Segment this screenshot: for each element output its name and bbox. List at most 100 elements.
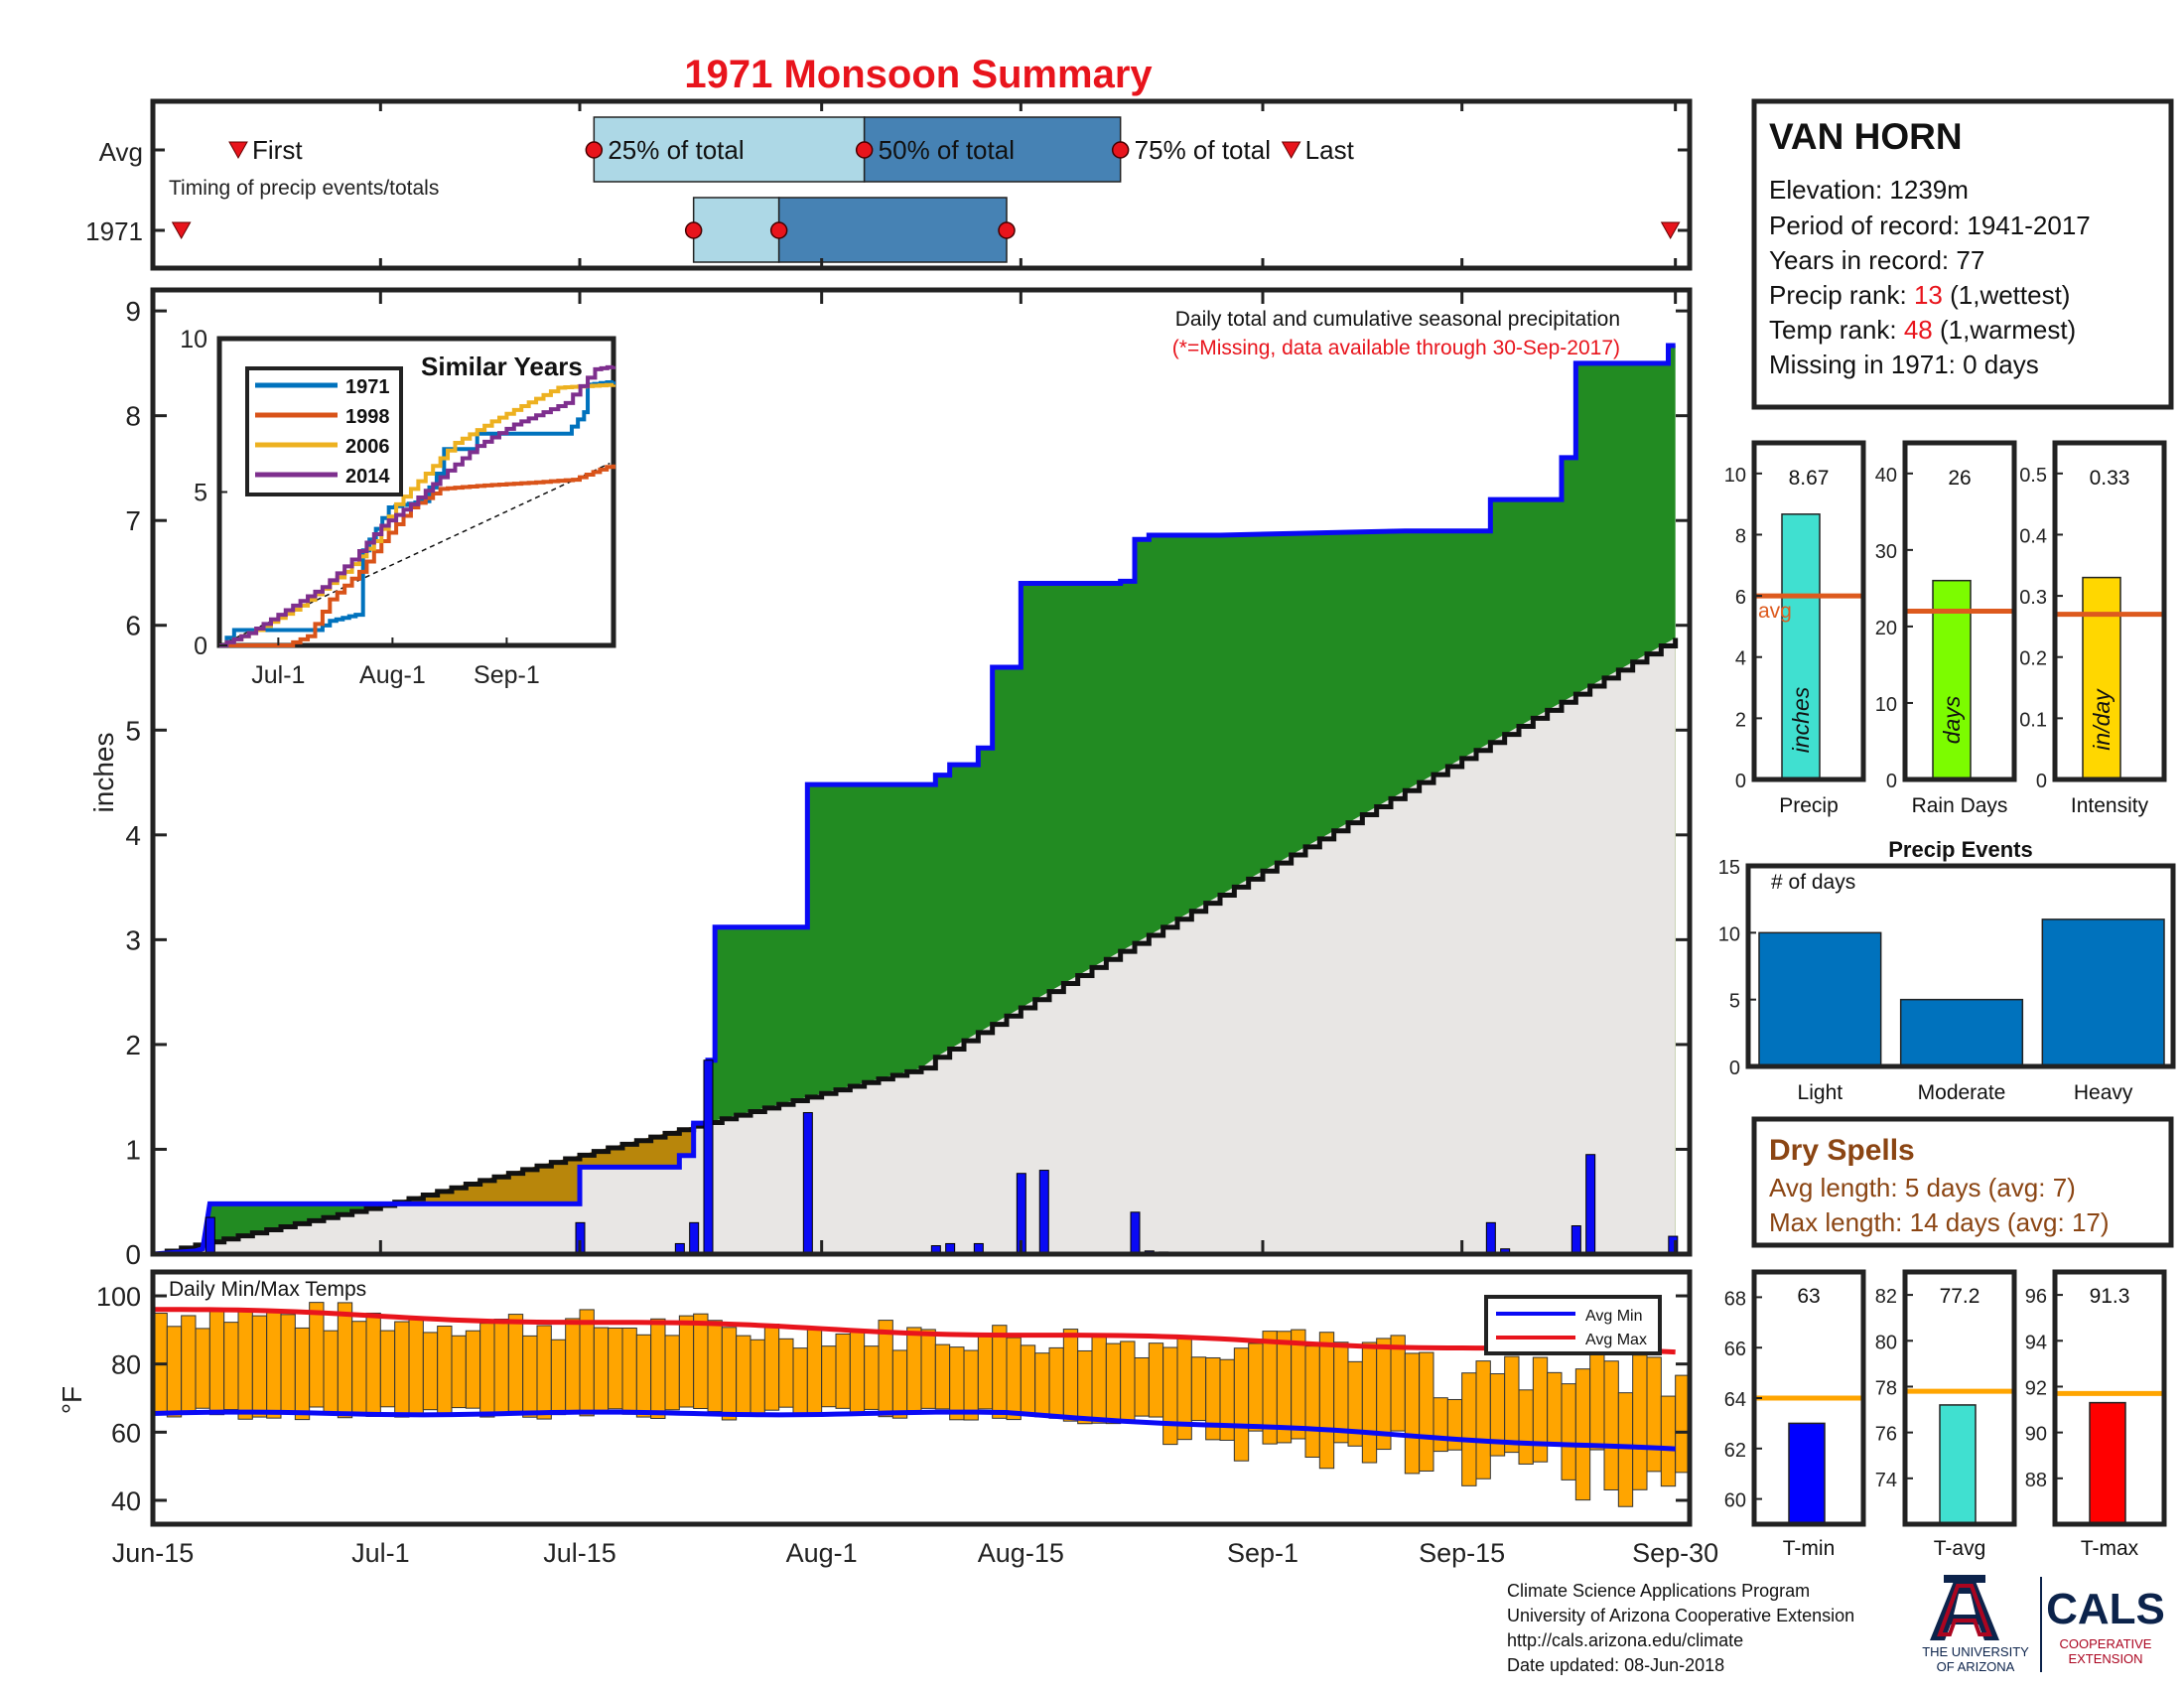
timing-subtitle: Timing of precip events/totals — [169, 177, 439, 200]
avg-box-50-75 — [863, 116, 1122, 183]
panel-ytick-label: 40 — [1875, 465, 1897, 487]
1971-75-marker — [998, 221, 1016, 239]
panel-ytick-label: 20 — [1875, 618, 1897, 639]
legend-avg-min: Avg Min — [1585, 1308, 1643, 1325]
daily-precip-bar — [802, 1112, 813, 1255]
panel-ytick-label: 6 — [1735, 587, 1746, 609]
ua-a-inner — [1937, 1584, 1992, 1636]
inset-title: Similar Years — [421, 352, 583, 381]
temp-panel-ytick-label: 94 — [2025, 1332, 2047, 1353]
daily-temp-bar — [451, 1335, 467, 1409]
temp-panel-ytick-label: 74 — [1875, 1470, 1897, 1491]
dry-max-length: Max length: 14 days (avg: 17) — [1769, 1207, 2110, 1237]
events-ytick-label: 15 — [1718, 857, 1740, 879]
avg-last-label: Last — [1305, 135, 1355, 165]
daily-temp-bar — [963, 1349, 979, 1421]
x-tick-label: Aug-1 — [786, 1538, 858, 1568]
daily-precip-bar — [1570, 1225, 1581, 1255]
dry-frame — [1751, 1116, 2174, 1248]
temp-rank-label: Temp rank: — [1769, 315, 1904, 345]
daily-temp-bar — [1162, 1346, 1178, 1446]
daily-temp-bar — [864, 1345, 880, 1410]
inset-xtick-label: Sep-1 — [474, 661, 540, 689]
daily-temp-bar — [835, 1333, 851, 1409]
daily-temp-bar — [1475, 1360, 1491, 1480]
timing-panel: Avg 1971 Timing of precip events/totals … — [85, 98, 1693, 271]
x-tick-label: Sep-30 — [1632, 1538, 1718, 1568]
panel-unit-Intensity: in/day — [2089, 688, 2115, 751]
temp-ytick-label: 100 — [96, 1282, 141, 1312]
daily-temp-bar — [1504, 1355, 1520, 1454]
daily-temp-bar — [1547, 1371, 1563, 1445]
daily-temp-bar — [1190, 1356, 1207, 1422]
x-tick-label: Aug-15 — [978, 1538, 1064, 1568]
panel-value-Precip: 8.67 — [1789, 467, 1830, 490]
temp-panel-frame-T-avg — [1902, 1269, 2017, 1527]
daily-precip-bar — [1130, 1211, 1141, 1255]
main-note-2: (*=Missing, data available through 30-Se… — [1172, 337, 1620, 359]
daily-temp-bar — [1105, 1342, 1122, 1425]
avg-last-marker — [1281, 141, 1301, 160]
station-period: Period of record: 1941-2017 — [1769, 211, 2091, 240]
main-ytick-label: 1 — [125, 1134, 141, 1165]
station-name: VAN HORN — [1769, 116, 1963, 157]
daily-temp-bar — [1646, 1356, 1662, 1473]
daily-temp-bar — [891, 1349, 908, 1419]
temp-panel-bar-T-max — [2089, 1401, 2126, 1525]
inset-legend-label-1971: 1971 — [345, 376, 390, 398]
events-ytick-label: 0 — [1729, 1058, 1740, 1079]
panel-ytick-label: 0.5 — [2019, 465, 2047, 487]
panel-ytick-label: 10 — [1875, 694, 1897, 716]
temp-panel-ytick-label: 80 — [1875, 1332, 1897, 1353]
panel-ytick-label: 0.1 — [2019, 709, 2047, 731]
inset-series-2014 — [219, 364, 615, 647]
daily-temp-bar — [621, 1327, 637, 1415]
temp-legend-box — [1484, 1295, 1662, 1355]
daily-temp-bar — [1603, 1360, 1619, 1490]
daily-temp-bar — [736, 1335, 751, 1416]
daily-precip-bar — [1038, 1170, 1049, 1255]
daily-temp-bar — [550, 1339, 567, 1416]
temp-panel-ytick-label: 96 — [2025, 1286, 2047, 1308]
inset-legend-label-1998: 1998 — [345, 406, 390, 428]
events-xlabel-Heavy: Heavy — [2074, 1081, 2133, 1104]
daily-temp-bar — [422, 1332, 439, 1411]
daily-temp-bar — [635, 1334, 652, 1418]
panel-ytick-label: 0 — [1735, 771, 1746, 792]
temp-panel-ytick-label: 82 — [1875, 1286, 1897, 1308]
daily-temp-bar — [721, 1327, 738, 1421]
dry-avg-length: Avg length: 5 days (avg: 7) — [1769, 1173, 2076, 1202]
daily-temp-bar — [1361, 1341, 1378, 1464]
timing-row-label-avg: Avg — [99, 137, 143, 167]
daily-temp-bar — [750, 1339, 765, 1416]
cals-logo-line-1: COOPERATIVE — [2060, 1636, 2152, 1651]
panel-unit-Rain Days: days — [1939, 695, 1965, 744]
daily-temp-bar — [707, 1320, 723, 1413]
daily-temp-bar — [806, 1328, 823, 1415]
avg-50-label: 50% of total — [879, 135, 1015, 165]
university-of-arizona-logo: THE UNIVERSITY OF ARIZONA CALS COOPERATI… — [1922, 1575, 2165, 1674]
daily-precip-bar — [1485, 1221, 1496, 1255]
temp-panel-value-T-max: 91.3 — [2090, 1285, 2130, 1308]
daily-temp-bar — [1333, 1341, 1349, 1444]
inset-legend-label-2014: 2014 — [345, 466, 390, 488]
daily-temp-bar — [1632, 1354, 1648, 1490]
daily-temp-bar — [1404, 1352, 1421, 1475]
ua-logo-line-1: THE UNIVERSITY — [1922, 1644, 2029, 1659]
daily-temp-bar — [522, 1335, 538, 1418]
dry-spells-box: Dry Spells Avg length: 5 days (avg: 7) M… — [1751, 1116, 2174, 1248]
inset-ytick-label: 0 — [194, 633, 207, 660]
daily-temp-bar — [821, 1345, 837, 1408]
average-cumulative-line — [153, 637, 1679, 1257]
footer-line-2: University of Arizona Cooperative Extens… — [1507, 1606, 1854, 1625]
daily-temp-bar — [650, 1318, 666, 1420]
daily-temp-bar — [778, 1338, 794, 1408]
temp-rank-value: 48 — [1904, 315, 1933, 345]
daily-temp-bar — [507, 1314, 524, 1412]
temp-panel-value-T-avg: 77.2 — [1940, 1285, 1980, 1308]
temp-ytick-label: 60 — [111, 1418, 141, 1448]
events-ytick-label: 5 — [1729, 991, 1740, 1013]
avg-max-line — [153, 1307, 1676, 1355]
precip-rank-note: (1,wettest) — [1943, 280, 2071, 310]
panel-unit-Precip: inches — [1788, 686, 1814, 753]
